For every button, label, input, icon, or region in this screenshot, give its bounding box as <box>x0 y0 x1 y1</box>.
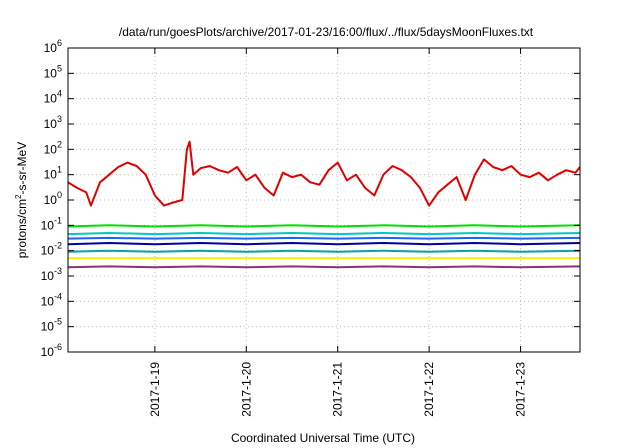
y-axis-label: protons/cm2-s-sr-MeV <box>14 142 29 258</box>
x-tick-label: 2017-1-19 <box>148 362 162 417</box>
x-tick-label: 2017-1-22 <box>422 362 436 417</box>
y-tick-labels: 10-6 10-5 10-4 10-3 10-2 10-1 100 101 102 103 104 1… <box>41 38 62 359</box>
grid <box>68 48 580 352</box>
y-tick-label: 10-5 <box>41 317 62 334</box>
series-line <box>67 265 581 269</box>
y-tick-label: 102 <box>44 139 62 156</box>
y-tick-label: 101 <box>44 165 62 182</box>
series-line <box>67 236 581 240</box>
x-tick-label: 2017-1-20 <box>239 362 253 417</box>
y-tick-label: 100 <box>44 190 62 207</box>
ticks <box>68 47 580 353</box>
y-tick-label: 10-4 <box>41 291 62 308</box>
x-axis-label: Coordinated Universal Time (UTC) <box>231 431 415 445</box>
y-tick-label: 10-2 <box>41 241 62 258</box>
series-line <box>67 249 581 253</box>
y-tick-label: 105 <box>44 63 62 80</box>
series-line <box>67 242 581 246</box>
y-tick-label: 10-6 <box>41 342 62 359</box>
y-tick-label: 103 <box>44 114 62 131</box>
series-line <box>67 232 581 236</box>
y-tick-label: 104 <box>44 89 62 106</box>
y-tick-label: 106 <box>44 38 62 55</box>
chart-title: /data/run/goesPlots/archive/2017-01-23/1… <box>119 25 534 39</box>
series-layer <box>67 140 581 269</box>
y-tick-label: 10-3 <box>41 266 62 283</box>
x-tick-label: 2017-1-21 <box>331 362 345 417</box>
x-tick-label: 2017-1-23 <box>514 362 528 417</box>
series-line <box>67 224 581 228</box>
y-tick-label: 10-1 <box>41 215 62 232</box>
series-line <box>67 140 581 207</box>
x-tick-labels: 2017-1-19 2017-1-20 2017-1-21 2017-1-22 2017… <box>148 362 528 417</box>
